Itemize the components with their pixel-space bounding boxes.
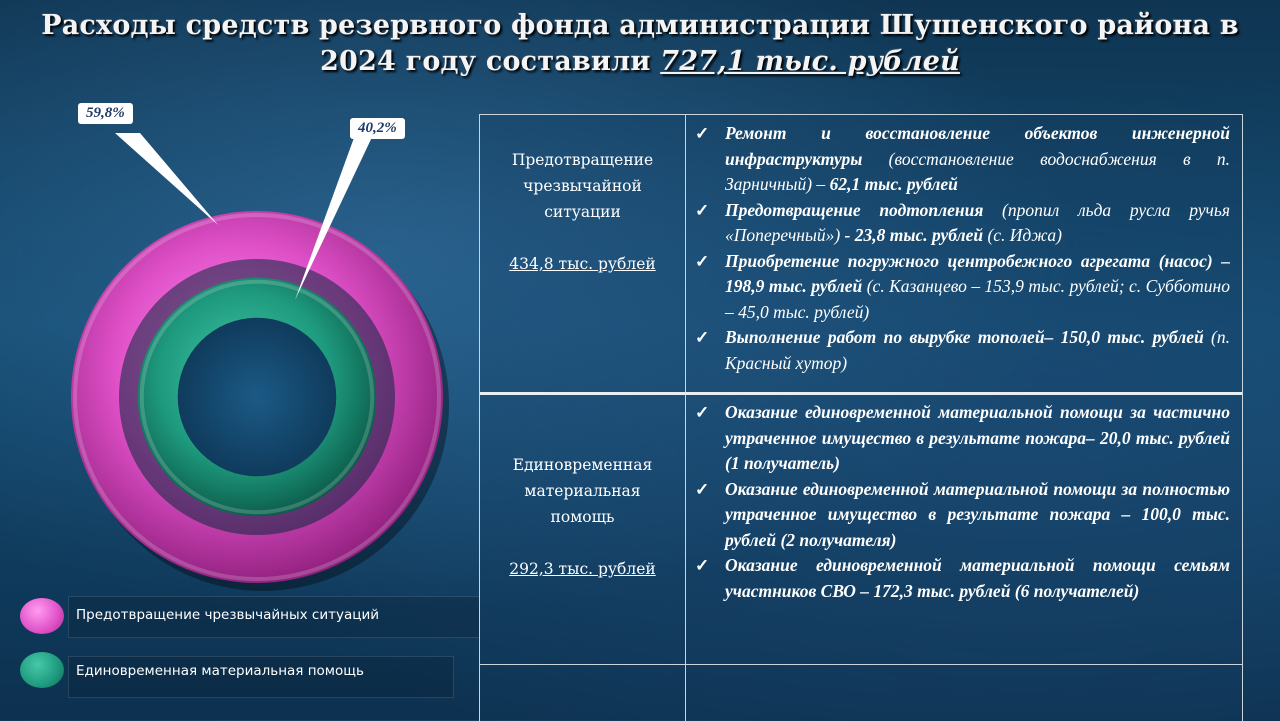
legend-label-aid: Единовременная материальная помощь [76,663,364,679]
item-text: Предотвращение подтопления [725,199,984,220]
slide-title: Расходы средств резервного фонда админис… [40,8,1240,80]
list-item: ✓ Предотвращение подтопления (пропил льда… [695,198,1230,249]
table-divider-vertical [685,115,686,721]
donut-chart [71,133,449,591]
list-item: ✓ Оказание единовременной материальной по… [695,477,1230,554]
legend-box-prevention [68,596,480,638]
legend-box-aid [68,656,454,698]
title-text: Расходы средств резервного фонда админис… [41,10,1239,77]
data-label-aid: 40,2% [350,118,405,139]
list-item: ✓ Оказание единовременной материальной по… [695,400,1230,477]
item-text: Выполнение работ по вырубке тополей– 150… [725,327,1204,347]
item-text: Оказание единовременной материальной пом… [725,478,1230,550]
table-row-2-items: ✓ Оказание единовременной материальной по… [695,400,1230,604]
callout-pointer-aid [295,135,373,300]
expense-table: Предотвращение чрезвычайной ситуации 434… [479,114,1243,721]
item-text: Ремонт и восстановление объектов инженер… [725,123,1230,169]
legend-swatch-prevention [20,598,64,634]
legend-swatch-aid [20,652,64,688]
item-text: (пропил льда русла ручья «Поперечный») [725,199,1230,246]
title-amount: 727,1 тыс. рублей [660,46,960,77]
category-sum: 292,3 тыс. рублей [509,560,656,578]
legend-label-prevention: Предотвращение чрезвычайных ситуаций [76,607,379,623]
table-row-2-category: Единовременная материальная помощь 292,3… [480,452,685,582]
check-icon: ✓ [695,403,710,422]
ring-prevention-highlight [73,213,441,581]
list-item: ✓ Ремонт и восстановление объектов инжене… [695,121,1230,198]
item-text: - 23,8 тыс. рублей [844,225,984,245]
check-icon: ✓ [695,556,710,575]
item-text: (п. Красный хутор) [725,327,1231,373]
category-label: Единовременная материальная помощь [512,456,653,526]
item-text: 62,1 тыс. рублей [829,174,958,194]
item-text: (восстановление водоснабжения в п. Зарни… [725,148,1230,195]
list-item: ✓ Приобретение погружного центробежного а… [695,249,1230,326]
item-text: Оказание единовременной материальной пом… [725,555,1230,601]
category-sum: 434,8 тыс. рублей [509,255,656,273]
ring-aid-highlight [139,279,375,515]
item-text: Приобретение погружного центробежного аг… [725,250,1230,297]
table-divider-bottom [480,664,1242,665]
table-divider-row [480,392,1242,395]
check-icon: ✓ [695,479,710,499]
table-row-1-items: ✓ Ремонт и восстановление объектов инжене… [695,121,1230,376]
category-label: Предотвращение чрезвычайной ситуации [511,151,654,221]
item-text: Оказание единовременной материальной пом… [725,402,1230,473]
check-icon: ✓ [695,328,710,347]
check-icon: ✓ [695,251,710,271]
item-text: (с. Иджа) [983,225,1062,245]
list-item: ✓ Оказание единовременной материальной по… [695,553,1230,604]
check-icon: ✓ [695,200,710,220]
item-text: (с. Казанцево – 153,9 тыс. рублей; с. Су… [725,276,1230,322]
ring-aid-inner [177,317,337,477]
list-item: ✓ Выполнение работ по вырубке тополей– 15… [695,325,1230,376]
callout-pointer-prevention [115,133,218,225]
check-icon: ✓ [695,124,710,143]
table-row-1-category: Предотвращение чрезвычайной ситуации 434… [480,147,685,277]
data-label-prevention: 59,8% [78,103,133,124]
